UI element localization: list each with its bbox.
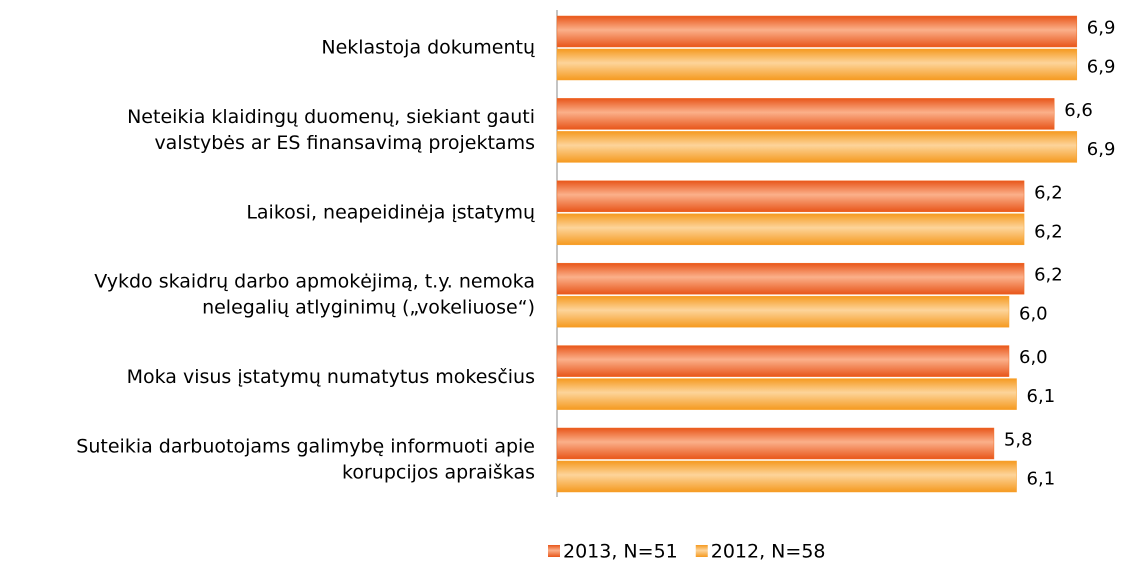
legend-swatch bbox=[695, 545, 708, 557]
bar bbox=[556, 131, 1078, 163]
value-label: 6,2 bbox=[1034, 182, 1063, 203]
bar bbox=[556, 213, 1025, 246]
value-label: 6,1 bbox=[1027, 386, 1056, 407]
bar bbox=[556, 378, 1017, 410]
category-label: Moka visus įstatymų numatytus mokesčius bbox=[127, 366, 535, 388]
value-label: 6,9 bbox=[1087, 57, 1116, 78]
bar bbox=[556, 98, 1055, 130]
category-label: Suteikia darbuotojams galimybę informuot… bbox=[76, 436, 535, 458]
value-label: 6,9 bbox=[1087, 139, 1116, 160]
value-label: 6,9 bbox=[1087, 18, 1116, 39]
value-label: 6,2 bbox=[1034, 265, 1063, 286]
legend-label: 2013, N=51 bbox=[563, 541, 678, 563]
bar bbox=[556, 460, 1017, 493]
bar bbox=[556, 180, 1025, 213]
value-label: 5,8 bbox=[1004, 430, 1033, 451]
value-label: 6,1 bbox=[1027, 469, 1056, 490]
bar bbox=[556, 295, 1010, 328]
value-label: 6,2 bbox=[1034, 221, 1063, 242]
bar bbox=[556, 15, 1078, 48]
category-label: Laikosi, neapeidinėja įstatymų bbox=[246, 201, 535, 223]
bar bbox=[556, 427, 995, 460]
category-label: Neteikia klaidingų duomenų, siekiant gau… bbox=[127, 106, 535, 128]
value-label: 6,0 bbox=[1019, 304, 1048, 325]
category-label: valstybės ar ES finansavimą projektams bbox=[154, 132, 535, 154]
value-label: 6,6 bbox=[1064, 100, 1093, 121]
bar bbox=[556, 48, 1078, 81]
category-label: korupcijos apraiškas bbox=[342, 462, 535, 484]
category-label: Vykdo skaidrų darbo apmokėjimą, t.y. nem… bbox=[94, 271, 535, 293]
bar bbox=[556, 345, 1010, 377]
legend-swatch bbox=[548, 545, 560, 557]
legend-label: 2012, N=58 bbox=[711, 541, 826, 563]
bar bbox=[556, 262, 1025, 295]
category-label: Neklastoja dokumentų bbox=[321, 37, 535, 59]
category-label: nelegalių atlyginimų („vokeliuose“) bbox=[202, 297, 535, 319]
value-label: 6,0 bbox=[1019, 347, 1048, 368]
